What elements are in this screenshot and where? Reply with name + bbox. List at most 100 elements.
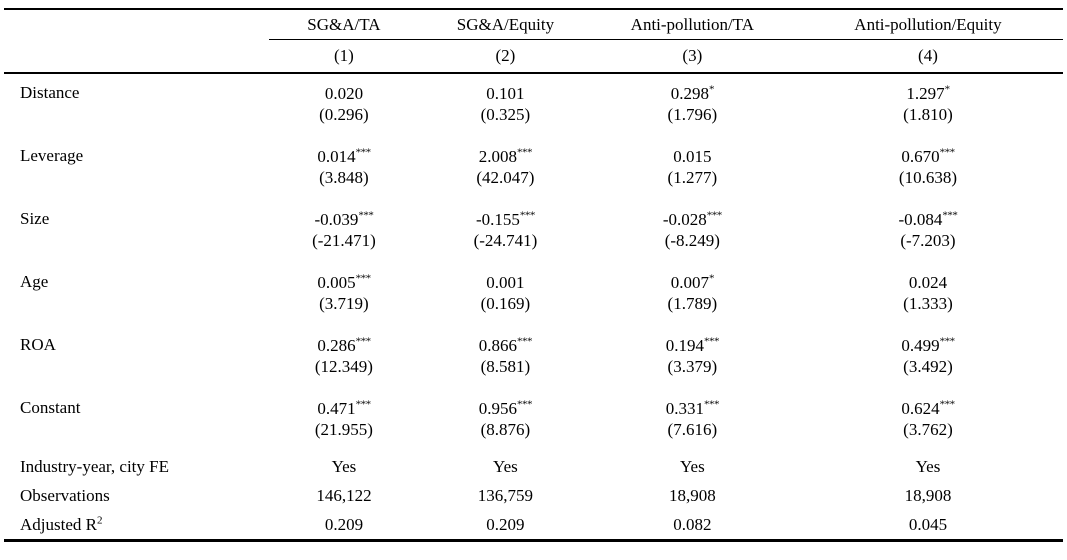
info-value: 0.209 <box>324 515 364 534</box>
estimate-line: -0.039*** <box>269 209 419 230</box>
estimate-value: 0.020 <box>324 84 364 103</box>
t-statistic: (12.349) <box>314 357 373 376</box>
significance-stars: *** <box>355 272 372 285</box>
estimate-value: -0.084 <box>898 210 943 229</box>
significance-stars: *** <box>703 398 720 411</box>
estimate-line: 0.005*** <box>269 272 419 293</box>
t-statistic: (0.325) <box>480 105 531 124</box>
estimate-value: 0.024 <box>908 273 948 292</box>
estimate-line: 2.008*** <box>419 146 592 167</box>
estimate-value: 0.014 <box>317 147 356 166</box>
estimate-line: 0.286*** <box>269 335 419 356</box>
estimate-value: 0.471 <box>317 399 356 418</box>
row-label-superscript: 2 <box>96 514 103 527</box>
t-statistic: (3.379) <box>667 357 718 376</box>
row-label: Constant <box>20 398 81 417</box>
coef-cell: 0.015 (1.277) <box>592 137 793 200</box>
coef-cell: 1.297* (1.810) <box>793 73 1063 137</box>
coef-cell: 0.024 (1.333) <box>793 263 1063 326</box>
t-statistic: (-24.741) <box>473 231 538 250</box>
estimate-value: 0.670 <box>901 147 940 166</box>
estimate-line: 0.499*** <box>793 335 1063 356</box>
estimate-line: 0.866*** <box>419 335 592 356</box>
corner-cell <box>4 9 269 40</box>
coef-cell: 0.014*** (3.848) <box>269 137 419 200</box>
t-statistic: (3.492) <box>903 357 953 376</box>
significance-stars: *** <box>519 209 536 222</box>
coef-cell: -0.084*** (-7.203) <box>793 200 1063 263</box>
coef-cell: 0.866*** (8.581) <box>419 326 592 389</box>
estimate-line: 0.624*** <box>793 398 1063 419</box>
row-label-text: Observations <box>20 486 110 505</box>
coef-cell: -0.039*** (-21.471) <box>269 200 419 263</box>
estimate-value: 0.956 <box>478 399 518 418</box>
coef-cell: -0.155*** (-24.741) <box>419 200 592 263</box>
t-statistic: (-8.249) <box>664 231 720 250</box>
t-statistic: (-21.471) <box>312 231 376 250</box>
coef-cell: 0.194*** (3.379) <box>592 326 793 389</box>
estimate-value: -0.155 <box>475 210 520 229</box>
significance-stars: *** <box>939 398 956 411</box>
info-value: 0.209 <box>486 515 525 534</box>
significance-stars: *** <box>358 209 374 222</box>
significance-stars: *** <box>942 209 958 222</box>
t-statistic: (3.719) <box>319 294 369 313</box>
estimate-value: 0.499 <box>901 336 940 355</box>
column-number: (4) <box>792 39 1063 74</box>
significance-stars: *** <box>517 146 533 159</box>
estimate-value: 0.331 <box>665 399 704 418</box>
coef-cell: 0.499*** (3.492) <box>793 326 1063 389</box>
table-row: Distance 0.020 (0.296) 0.101 (0.325) 0.298* (1… <box>4 73 1063 137</box>
table-header: SG&A/TA SG&A/Equity Anti-pollution/TA Anti-… <box>4 9 1063 74</box>
row-label: Size <box>20 209 50 228</box>
table-row: Constant 0.471*** (21.955) 0.956*** (8.876) 0… <box>4 389 1063 452</box>
coef-cell: 2.008*** (42.047) <box>419 137 592 200</box>
regression-table: SG&A/TA SG&A/Equity Anti-pollution/TA Anti-… <box>4 8 1063 542</box>
estimate-value: -0.039 <box>314 210 359 229</box>
estimate-value: 0.005 <box>317 273 356 292</box>
column-group-label: SG&A/Equity <box>419 9 592 40</box>
estimate-line: 0.670*** <box>793 146 1063 167</box>
significance-stars: *** <box>703 335 720 348</box>
estimate-line: 1.297* <box>793 83 1063 104</box>
info-value: 0.082 <box>673 515 712 534</box>
coef-cell: 0.298* (1.796) <box>592 73 793 137</box>
t-statistic: (0.169) <box>480 294 531 313</box>
row-label: Age <box>20 272 49 291</box>
coef-cell: 0.956*** (8.876) <box>419 389 592 452</box>
paper-table-page: SG&A/TA SG&A/Equity Anti-pollution/TA Anti-… <box>0 8 1067 560</box>
coef-cell: 0.624*** (3.762) <box>793 389 1063 452</box>
coef-cell: 0.331*** (7.616) <box>592 389 793 452</box>
row-label: Observations <box>4 481 269 510</box>
column-number: (2) <box>419 39 592 74</box>
estimate-line: 0.101 <box>419 83 592 104</box>
t-statistic: (-7.203) <box>900 231 956 250</box>
t-statistic: (21.955) <box>314 420 373 439</box>
estimate-value: 0.298 <box>670 84 709 103</box>
info-value: 146,122 <box>316 486 372 505</box>
row-label-text: Adjusted R <box>20 515 97 534</box>
coef-cell: 0.286*** (12.349) <box>269 326 419 389</box>
t-statistic: (1.277) <box>667 168 718 187</box>
estimate-value: 0.866 <box>478 336 518 355</box>
t-statistic: (10.638) <box>898 168 957 187</box>
estimate-line: 0.007* <box>592 272 793 293</box>
estimate-value: 0.286 <box>317 336 356 355</box>
info-value: 18,908 <box>904 486 952 505</box>
t-statistic: (3.848) <box>319 168 369 187</box>
significance-stars: *** <box>355 398 372 411</box>
info-value: Yes <box>915 457 941 476</box>
table-row: Age 0.005*** (3.719) 0.001 (0.169) 0.007* (1.7… <box>4 263 1063 326</box>
estimate-value: 0.015 <box>673 147 712 166</box>
t-statistic: (3.762) <box>903 420 953 439</box>
t-statistic: (42.047) <box>476 168 535 187</box>
estimate-line: 0.001 <box>419 272 592 293</box>
info-value: Yes <box>679 457 705 476</box>
row-label: ROA <box>20 335 56 354</box>
coef-cell: 0.670*** (10.638) <box>793 137 1063 200</box>
coef-cell: 0.007* (1.789) <box>592 263 793 326</box>
estimate-value: 0.194 <box>665 336 704 355</box>
t-statistic: (1.789) <box>667 294 718 313</box>
significance-stars: *** <box>355 146 372 159</box>
table-row: Leverage 0.014*** (3.848) 2.008*** (42.047) 0… <box>4 137 1063 200</box>
